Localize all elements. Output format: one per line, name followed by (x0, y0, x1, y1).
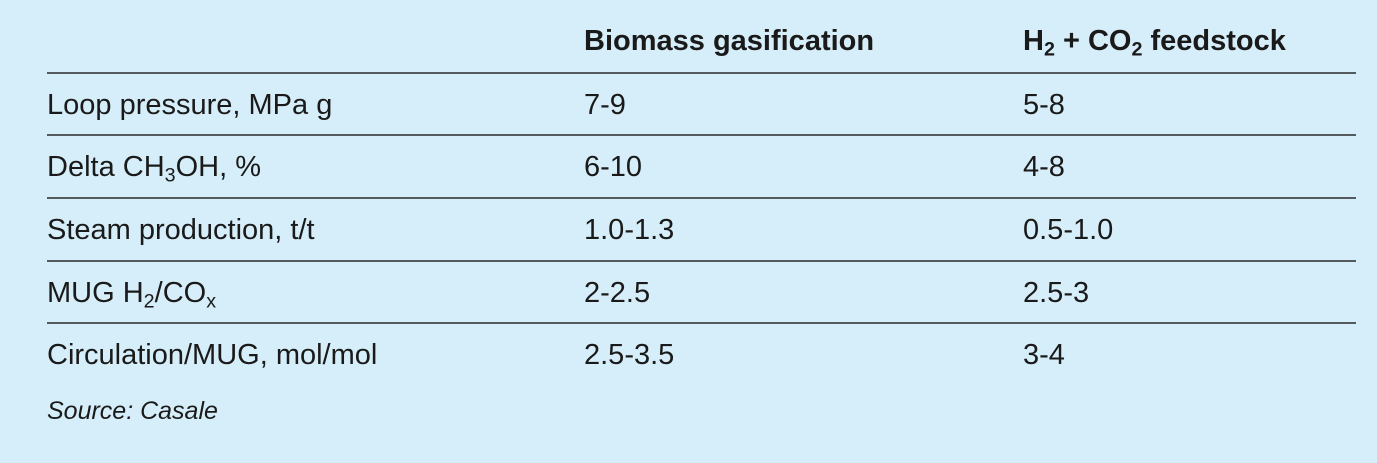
table-row: MUG H2/COx 2-2.5 2.5-3 (47, 262, 1356, 324)
table-row: Circulation/MUG, mol/mol 2.5-3.5 3-4 (47, 324, 1356, 386)
header-h2-co2-feedstock: H2 + CO2 feedstock (1023, 25, 1286, 61)
h2co2-value: 2.5-3 (1023, 277, 1090, 309)
table-row: Loop pressure, MPa g 7-9 5-8 (47, 74, 1356, 136)
h2co2-value: 0.5-1.0 (1023, 214, 1114, 246)
biomass-value: 7-9 (584, 89, 626, 121)
biomass-value: 2-2.5 (584, 277, 651, 309)
table-header-row: Biomass gasification H2 + CO2 feedstock (47, 10, 1356, 72)
row-label: Loop pressure, MPa g (47, 89, 333, 121)
table-row: Steam production, t/t 1.0-1.3 0.5-1.0 (47, 199, 1356, 261)
row-label: MUG H2/COx (47, 277, 217, 313)
row-label: Circulation/MUG, mol/mol (47, 339, 378, 371)
h2co2-value: 5-8 (1023, 89, 1065, 121)
header-biomass-gasification: Biomass gasification (584, 25, 875, 57)
biomass-value: 1.0-1.3 (584, 214, 675, 246)
header-divider (47, 72, 1356, 74)
row-divider (47, 260, 1356, 262)
row-divider (47, 322, 1356, 324)
source-note: Source: Casale (47, 397, 218, 425)
biomass-value: 6-10 (584, 151, 643, 183)
biomass-value: 2.5-3.5 (584, 339, 675, 371)
table-row: Delta CH3OH, % 6-10 4-8 (47, 136, 1356, 198)
row-divider (47, 197, 1356, 199)
row-label: Steam production, t/t (47, 214, 315, 246)
h2co2-value: 4-8 (1023, 151, 1065, 183)
row-label: Delta CH3OH, % (47, 151, 262, 187)
h2co2-value: 3-4 (1023, 339, 1065, 371)
row-divider (47, 134, 1356, 136)
